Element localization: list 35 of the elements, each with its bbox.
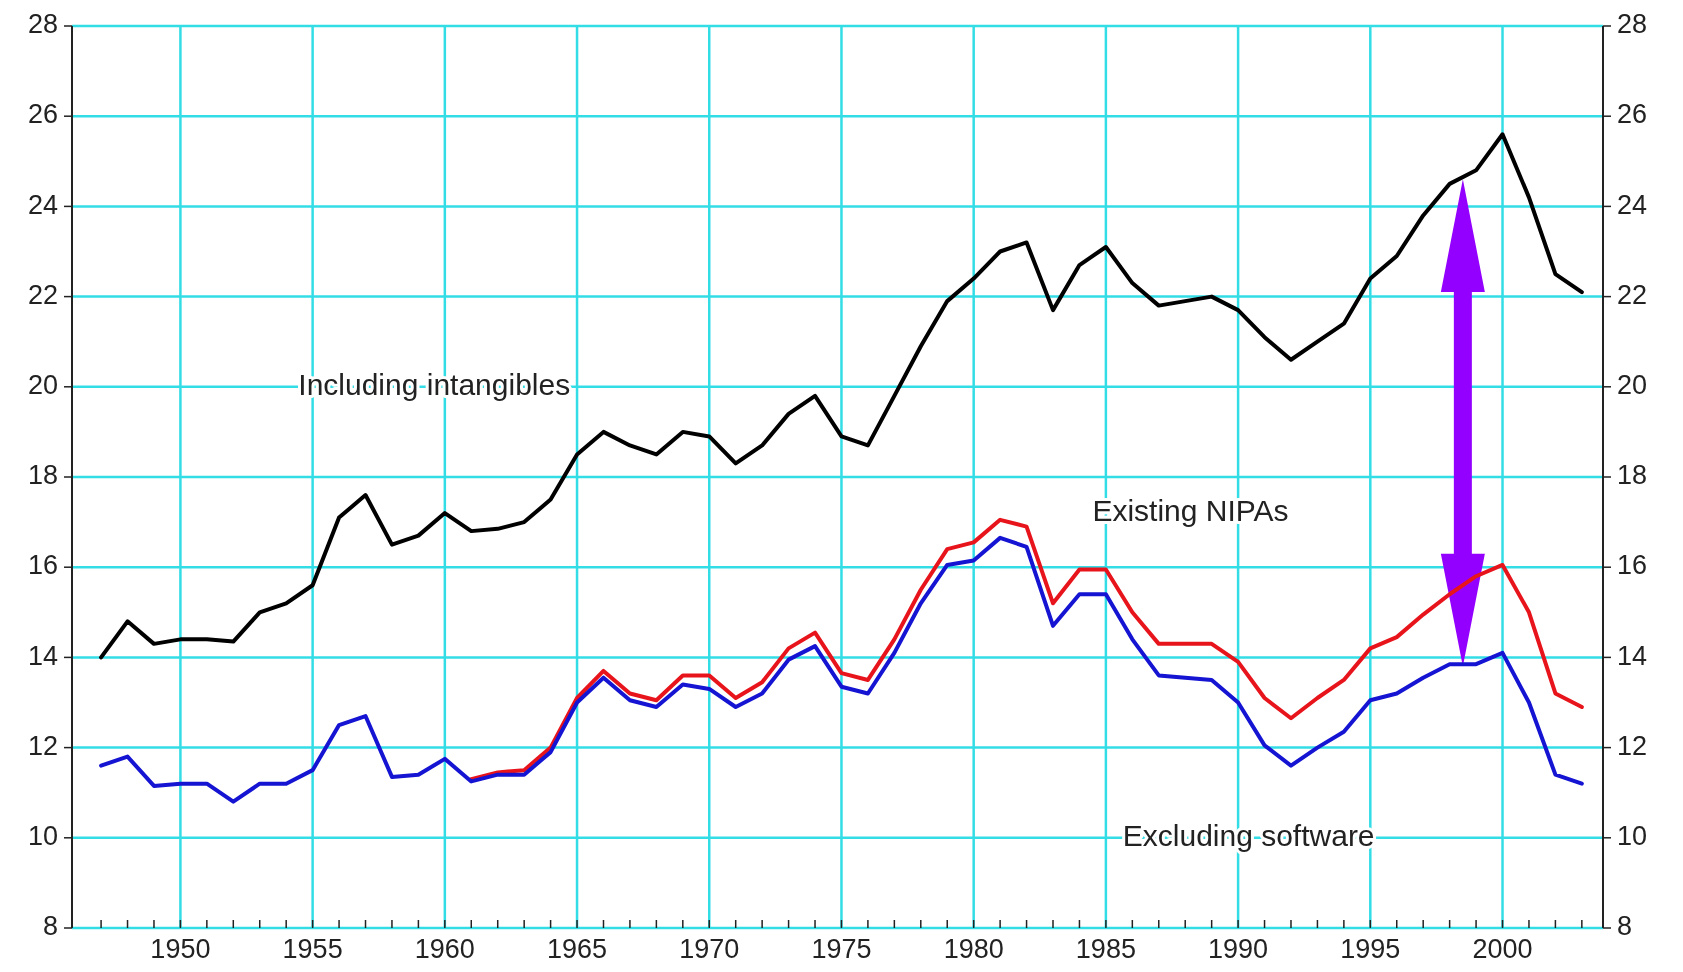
y-tick-label: 16 (27, 550, 58, 581)
x-tick-label: 1985 (1075, 934, 1136, 964)
x-tick-label: 1955 (282, 934, 343, 964)
y2-tick-label: 16 (1617, 550, 1648, 581)
y-tick-label: 18 (27, 460, 58, 491)
x-tick-label: 1965 (547, 934, 608, 964)
x-tick-label: 1995 (1340, 934, 1401, 964)
y2-tick-label: 18 (1617, 460, 1648, 491)
y-tick-label: 26 (27, 99, 58, 130)
x-tick-label: 1960 (414, 934, 475, 964)
x-tick-label: 1980 (943, 934, 1004, 964)
y-tick-label: 22 (27, 279, 58, 310)
x-tick-label: 1975 (811, 934, 872, 964)
y2-tick-label: 28 (1617, 9, 1648, 40)
y2-tick-label: 12 (1617, 730, 1648, 761)
y-tick-label: 28 (27, 9, 58, 40)
y2-tick-label: 20 (1617, 369, 1648, 400)
y2-tick-label: 26 (1617, 99, 1648, 130)
x-tick-label: 2000 (1472, 934, 1533, 964)
y2-tick-label: 24 (1617, 189, 1648, 220)
y2-tick-label: 8 (1617, 911, 1633, 942)
y-tick-label: 24 (27, 189, 58, 220)
x-tick-label: 1990 (1208, 934, 1269, 964)
y-tick-label: 8 (42, 911, 58, 942)
y2-tick-label: 22 (1617, 279, 1648, 310)
x-tick-label: 1950 (150, 934, 211, 964)
y-tick-label: 12 (27, 730, 58, 761)
y-tick-label: 10 (27, 820, 58, 851)
y-tick-label: 20 (27, 369, 58, 400)
x-tick-label: 1970 (679, 934, 740, 964)
line-series (99, 535, 1584, 804)
y-tick-label: 14 (27, 640, 58, 671)
y2-tick-label: 10 (1617, 820, 1648, 851)
line-series (99, 132, 1584, 660)
y2-tick-label: 14 (1617, 640, 1648, 671)
